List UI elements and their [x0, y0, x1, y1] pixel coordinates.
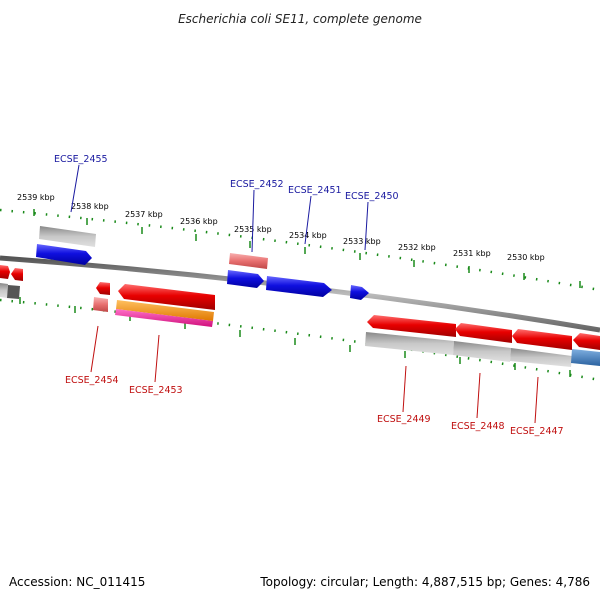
gene-label-ecse-2447: ECSE_2447	[510, 426, 564, 437]
major-ticks-inner	[19, 297, 571, 377]
gene-ecse-2454-red	[96, 282, 110, 295]
leader-ecse-2454	[90, 325, 99, 373]
gene-ecse-2449	[367, 315, 456, 337]
gene-left-red-b	[11, 268, 23, 281]
gene-ecse-2447	[512, 329, 572, 350]
leader-ecse-2453	[154, 334, 160, 383]
gene-label-ecse-2454: ECSE_2454	[65, 375, 119, 386]
gene-ecse-2448	[455, 323, 512, 343]
leader-ecse-2448	[476, 372, 481, 419]
gene-ecse-2448-grey	[453, 341, 511, 362]
gene-label-ecse-2453: ECSE_2453	[129, 385, 183, 396]
gene-ecse-2455-grey	[39, 226, 96, 247]
gene-ecse-2450	[350, 285, 369, 300]
forward-strand-features	[36, 226, 369, 300]
leader-ecse-2450	[364, 201, 369, 251]
tick-label-2536: 2536 kbp	[180, 217, 218, 226]
kbp-labels: 2539 kbp 2538 kbp 2537 kbp 2536 kbp 2535…	[17, 193, 545, 262]
tick-label-2537: 2537 kbp	[125, 210, 163, 219]
gene-right-red	[573, 333, 600, 350]
genome-summary-text: Topology: circular; Length: 4,887,515 bp…	[259, 575, 590, 589]
gene-label-ecse-2449: ECSE_2449	[377, 414, 431, 425]
gene-label-ecse-2452: ECSE_2452	[230, 179, 284, 190]
gene-right-steel	[571, 349, 600, 366]
gene-left-red-a	[0, 265, 10, 279]
gene-ecse-2453-orange	[116, 300, 214, 321]
gene-left-dark	[7, 285, 20, 299]
outer-tick-ring	[0, 208, 600, 292]
gene-left-grey	[0, 283, 8, 298]
tick-label-2539: 2539 kbp	[17, 193, 55, 202]
map-title: Escherichia coli SE11, complete genome	[178, 12, 422, 26]
tick-label-2532: 2532 kbp	[398, 243, 436, 252]
tick-label-2534: 2534 kbp	[289, 231, 327, 240]
gene-label-ecse-2455: ECSE_2455	[54, 154, 108, 165]
gene-label-ecse-2451: ECSE_2451	[288, 185, 342, 196]
major-ticks-outer	[33, 209, 581, 288]
tick-label-2530: 2530 kbp	[507, 253, 545, 262]
gene-ecse-2449-grey	[365, 332, 454, 355]
tick-label-2531: 2531 kbp	[453, 249, 491, 258]
tick-label-2533: 2533 kbp	[343, 237, 381, 246]
leader-ecse-2455	[70, 164, 80, 213]
leader-lines	[70, 164, 539, 424]
gene-ecse-2453	[118, 284, 215, 310]
gene-ecse-2454-pseudo	[93, 297, 108, 312]
gene-labels: ECSE_2455 ECSE_2452 ECSE_2451 ECSE_2450 …	[54, 154, 564, 437]
leader-ecse-2452	[251, 189, 255, 253]
gene-ecse-2453-pink	[115, 309, 213, 327]
gene-ecse-2455	[36, 244, 92, 265]
leader-ecse-2451	[304, 195, 312, 245]
gene-ecse-2452-pseudo	[229, 253, 268, 269]
gene-ecse-2452	[227, 270, 264, 288]
leader-ecse-2447	[534, 376, 539, 424]
gene-ecse-2447-grey	[510, 348, 572, 367]
gene-ecse-2451	[266, 276, 332, 297]
accession-text: Accession: NC_011415	[9, 575, 145, 589]
gene-label-ecse-2450: ECSE_2450	[345, 191, 399, 202]
reverse-strand-features	[0, 265, 600, 367]
gene-label-ecse-2448: ECSE_2448	[451, 421, 505, 432]
leader-ecse-2449	[402, 365, 407, 413]
tick-label-2538: 2538 kbp	[71, 202, 109, 211]
